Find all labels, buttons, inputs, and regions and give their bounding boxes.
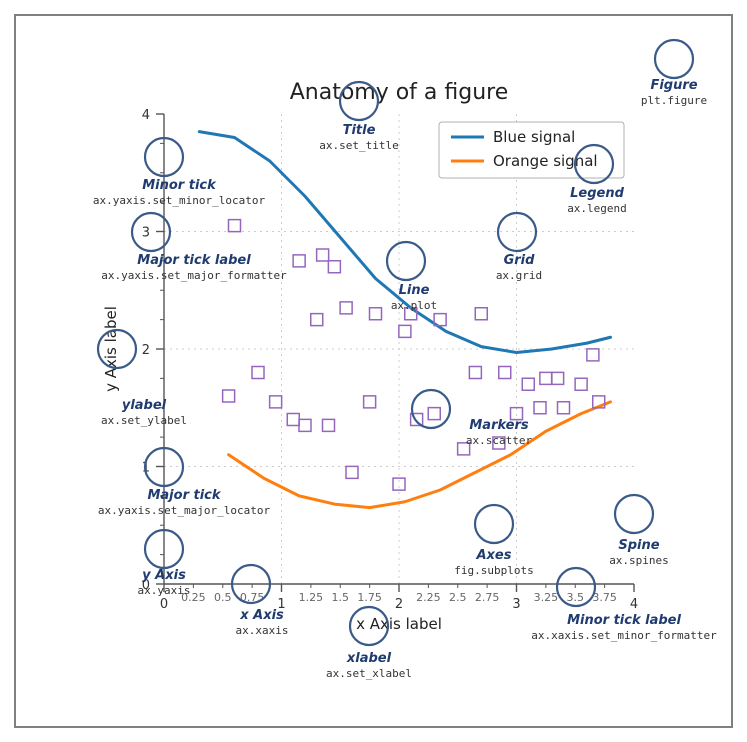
scatter-marker [587, 349, 599, 361]
annotation-sub-ylabel: ax.set_ylabel [101, 414, 187, 427]
annotation-sub-major_tick_label: ax.yaxis.set_major_formatter [101, 269, 287, 282]
major-tick-label-y: 2 [142, 343, 150, 358]
xlabel: x Axis label [356, 615, 442, 633]
scatter-marker [223, 390, 235, 402]
major-tick-label-y: 4 [142, 108, 150, 123]
minor-tick-label-x: 1.5 [332, 591, 350, 604]
scatter-marker [370, 308, 382, 320]
scatter-marker [534, 402, 546, 414]
scatter-marker [540, 372, 552, 384]
scatter-marker [552, 372, 564, 384]
scatter-marker [499, 367, 511, 379]
scatter-marker [346, 466, 358, 478]
scatter-marker [323, 419, 335, 431]
major-tick-label-x: 4 [630, 597, 638, 612]
scatter-marker [393, 478, 405, 490]
annotation-title-y_axis: y Axis [142, 568, 186, 583]
scatter-marker [252, 367, 264, 379]
minor-tick-label-x: 2.25 [416, 591, 441, 604]
annotation-sub-y_axis: ax.yaxis [138, 584, 191, 597]
annotation-sub-title: ax.set_title [319, 139, 398, 152]
legend-label: Orange signal [493, 152, 598, 170]
annotation-title-minor_tick: Minor tick [142, 178, 217, 193]
figure-svg: 01234012340.250.50.751.251.51.752.252.52… [14, 14, 733, 728]
annotation-circle-figure [655, 40, 693, 78]
annotation-title-markers: Markers [469, 418, 529, 433]
annotation-sub-axes: fig.subplots [454, 564, 533, 577]
chart-title: Anatomy of a figure [290, 80, 509, 105]
scatter-marker [229, 220, 241, 232]
scatter-marker [364, 396, 376, 408]
major-tick-label-x: 2 [395, 597, 403, 612]
major-tick-label-x: 0 [160, 597, 168, 612]
scatter-marker [317, 249, 329, 261]
annotation-circle-spine [615, 495, 653, 533]
annotation-title-major_tick: Major tick [147, 488, 221, 503]
annotation-sub-xlabel: ax.set_xlabel [326, 667, 412, 680]
annotation-circle-markers [412, 390, 450, 428]
minor-tick-label-x: 3.5 [567, 591, 585, 604]
annotation-title-title: Title [343, 123, 376, 138]
scatter-marker [469, 367, 481, 379]
annotation-sub-line: ax.plot [391, 299, 437, 312]
scatter-marker [270, 396, 282, 408]
annotation-title-line: Line [399, 283, 430, 298]
scatter-marker [299, 419, 311, 431]
minor-tick-label-x: 1.25 [299, 591, 324, 604]
annotation-sub-x_axis: ax.xaxis [236, 624, 289, 637]
minor-tick-label-x: 3.25 [534, 591, 559, 604]
annotation-sub-figure: plt.figure [641, 94, 707, 107]
scatter-marker [575, 378, 587, 390]
annotation-title-minor_tick_label: Minor tick label [567, 613, 681, 628]
figure-frame: 01234012340.250.50.751.251.51.752.252.52… [0, 0, 747, 742]
annotation-sub-minor_tick_label: ax.xaxis.set_minor_formatter [531, 629, 717, 642]
annotation-circle-axes [475, 505, 513, 543]
major-tick-label-y: 3 [142, 226, 150, 241]
annotation-circle-line [387, 242, 425, 280]
annotation-title-xlabel: xlabel [346, 651, 392, 666]
scatter-marker [399, 325, 411, 337]
scatter-marker [340, 302, 352, 314]
major-tick-label-x: 3 [512, 597, 520, 612]
scatter-marker [522, 378, 534, 390]
annotation-title-x_axis: x Axis [239, 608, 284, 623]
minor-tick-label-x: 2.5 [449, 591, 467, 604]
minor-tick-label-x: 3.75 [592, 591, 617, 604]
annotation-sub-grid: ax.grid [496, 269, 542, 282]
annotation-title-spine: Spine [618, 538, 659, 553]
annotation-title-ylabel: ylabel [122, 398, 167, 413]
annotation-title-grid: Grid [504, 253, 536, 268]
scatter-marker [475, 308, 487, 320]
minor-tick-label-x: 2.75 [475, 591, 500, 604]
scatter-marker [287, 414, 299, 426]
minor-tick-label-x: 0.5 [214, 591, 232, 604]
annotation-title-axes: Axes [475, 548, 511, 563]
annotation-title-figure: Figure [650, 78, 697, 93]
annotation-sub-markers: ax.scatter [466, 434, 533, 447]
annotation-sub-spine: ax.spines [609, 554, 669, 567]
annotation-sub-major_tick: ax.yaxis.set_major_locator [98, 504, 271, 517]
scatter-marker [293, 255, 305, 267]
scatter-marker [558, 402, 570, 414]
annotation-sub-legend: ax.legend [567, 202, 627, 215]
annotation-sub-minor_tick: ax.yaxis.set_minor_locator [93, 194, 266, 207]
ylabel: y Axis label [102, 306, 120, 392]
legend-label: Blue signal [493, 128, 575, 146]
annotation-title-major_tick_label: Major tick label [137, 253, 251, 268]
minor-tick-label-x: 1.75 [357, 591, 382, 604]
scatter-marker [328, 261, 340, 273]
line-orange [229, 402, 611, 508]
scatter-marker [428, 408, 440, 420]
scatter-marker [311, 314, 323, 326]
annotation-title-legend: Legend [570, 186, 624, 201]
